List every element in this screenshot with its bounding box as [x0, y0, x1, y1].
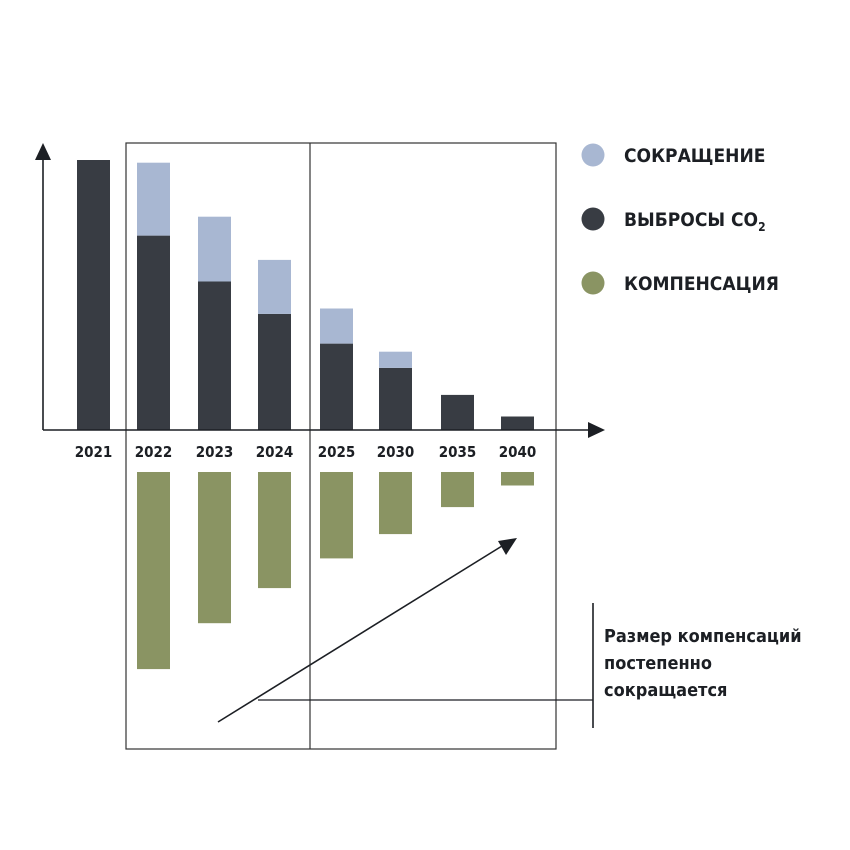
legend-label-emissions: ВЫБРОСЫ CO2: [624, 209, 766, 234]
annotation: Размер компенсаций постепенно сокращается: [217, 538, 802, 728]
bar-reduction-2023: [198, 216, 231, 282]
axes: [35, 143, 605, 438]
legend-label-compensation: КОМПЕНСАЦИЯ: [624, 273, 779, 295]
trend-arrow-line: [217, 545, 503, 723]
bar-compensation-2023: [198, 472, 231, 624]
bar-compensation-2022: [137, 472, 170, 670]
legend-swatch-compensation: [581, 271, 605, 295]
bar-emissions-2024: [258, 313, 291, 430]
legend-swatch-reduction: [581, 143, 605, 167]
x-tick-labels: 2021 2022 2023 2024 2025 2030 2035 2040: [75, 443, 537, 461]
x-tick-2021: 2021: [75, 443, 113, 461]
period-frames: [125, 142, 557, 750]
x-tick-2025: 2025: [318, 443, 356, 461]
bar-reduction-2022: [137, 162, 170, 236]
bar-emissions-2030: [379, 367, 412, 430]
bar-compensation-2040: [501, 472, 534, 486]
bars: [77, 160, 534, 670]
legend-label-reduction: СОКРАЩЕНИЕ: [624, 145, 765, 167]
x-tick-2040: 2040: [499, 443, 537, 461]
y-axis-arrow-icon: [35, 143, 51, 160]
note-line-1: Размер компенсаций: [604, 626, 802, 647]
bar-reduction-2030: [379, 351, 412, 368]
bar-emissions-2021: [77, 160, 110, 430]
note-line-3: сокращается: [604, 680, 727, 701]
trend-arrow-icon: [498, 538, 517, 555]
bar-emissions-2035: [441, 394, 474, 430]
bar-compensation-2035: [441, 472, 474, 508]
period-frame-outer: [125, 142, 557, 750]
bar-emissions-2023: [198, 281, 231, 430]
legend: СОКРАЩЕНИЕ ВЫБРОСЫ CO2 КОМПЕНСАЦИЯ: [581, 143, 779, 295]
bar-emissions-2025: [320, 343, 353, 430]
bar-emissions-2040: [501, 416, 534, 430]
x-tick-2035: 2035: [439, 443, 477, 461]
bar-emissions-2022: [137, 235, 170, 430]
x-tick-2024: 2024: [256, 443, 294, 461]
bar-compensation-2030: [379, 472, 412, 535]
note-line-2: постепенно: [604, 653, 712, 674]
x-axis-arrow-icon: [588, 422, 605, 438]
x-tick-2030: 2030: [377, 443, 415, 461]
x-tick-2023: 2023: [196, 443, 234, 461]
bar-reduction-2024: [258, 259, 291, 314]
legend-swatch-emissions: [581, 207, 605, 231]
x-tick-2022: 2022: [135, 443, 173, 461]
bar-compensation-2025: [320, 472, 353, 559]
bar-reduction-2025: [320, 308, 353, 344]
bar-compensation-2024: [258, 472, 291, 589]
